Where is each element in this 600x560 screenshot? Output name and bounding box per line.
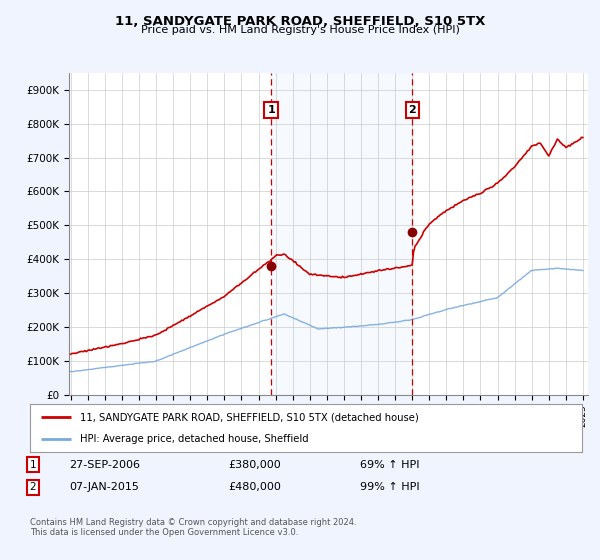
Text: £480,000: £480,000: [228, 482, 281, 492]
Bar: [271, 73, 412, 395]
Text: £380,000: £380,000: [228, 460, 281, 470]
Text: 11, SANDYGATE PARK ROAD, SHEFFIELD, S10 5TX: 11, SANDYGATE PARK ROAD, SHEFFIELD, S10 …: [115, 15, 485, 27]
Text: HPI: Average price, detached house, Sheffield: HPI: Average price, detached house, Shef…: [80, 434, 308, 444]
Text: 69% ↑ HPI: 69% ↑ HPI: [360, 460, 419, 470]
Text: 2: 2: [409, 105, 416, 115]
Text: Price paid vs. HM Land Registry's House Price Index (HPI): Price paid vs. HM Land Registry's House …: [140, 25, 460, 35]
Text: 1: 1: [29, 460, 37, 470]
Text: Contains HM Land Registry data © Crown copyright and database right 2024.
This d: Contains HM Land Registry data © Crown c…: [30, 518, 356, 538]
Text: 2: 2: [29, 482, 37, 492]
Text: 99% ↑ HPI: 99% ↑ HPI: [360, 482, 419, 492]
Text: 1: 1: [267, 105, 275, 115]
Text: 11, SANDYGATE PARK ROAD, SHEFFIELD, S10 5TX (detached house): 11, SANDYGATE PARK ROAD, SHEFFIELD, S10 …: [80, 412, 418, 422]
Text: 27-SEP-2006: 27-SEP-2006: [69, 460, 140, 470]
Text: 07-JAN-2015: 07-JAN-2015: [69, 482, 139, 492]
